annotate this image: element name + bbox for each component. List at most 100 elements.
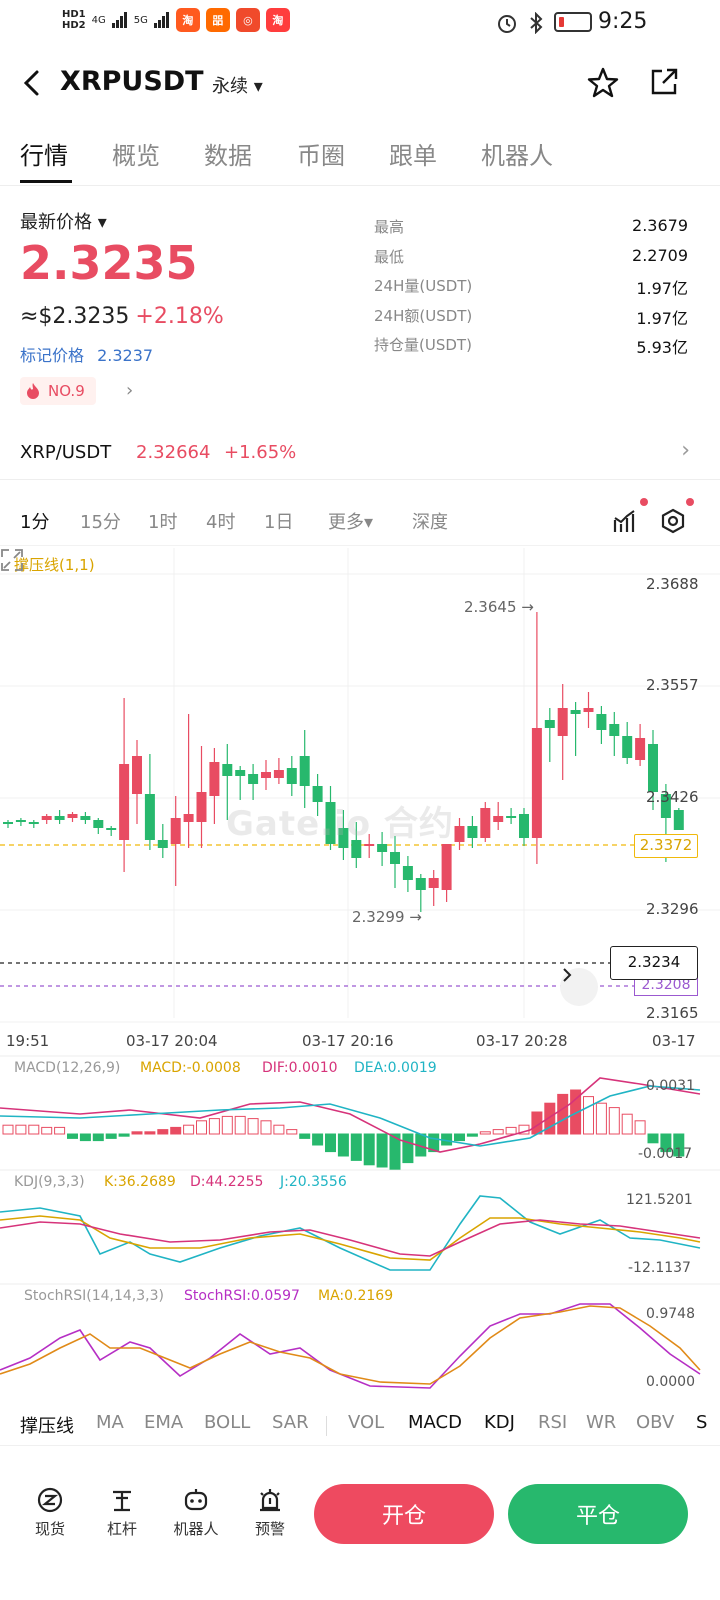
macd-histogram-bar: [183, 1124, 195, 1135]
active-tab-indicator: [20, 180, 72, 183]
indicator-chart-icon[interactable]: [612, 508, 638, 534]
candle-body: [493, 816, 504, 822]
high-annotation: 2.3645 →: [464, 598, 534, 616]
hd2-label: HD2: [62, 20, 86, 31]
macd-histogram-bar: [428, 1133, 440, 1153]
candle-body: [377, 844, 388, 852]
ind-tab-rsi[interactable]: RSI: [538, 1412, 568, 1433]
candle-body: [544, 720, 555, 728]
macd-histogram-bar: [299, 1133, 311, 1139]
ind-tab-sar[interactable]: SAR: [272, 1412, 309, 1433]
low-annotation: 2.3299 →: [352, 908, 422, 926]
settings-hexagon-icon[interactable]: [660, 508, 686, 534]
tab-data[interactable]: 数据: [204, 142, 252, 170]
ind-tab-ma[interactable]: MA: [96, 1412, 124, 1433]
ind-tab-vol[interactable]: VOL: [348, 1412, 385, 1433]
candle-body: [519, 814, 529, 838]
macd-dif-line: [0, 1077, 701, 1153]
macd-histogram-bar: [28, 1124, 40, 1135]
macd-histogram-bar: [621, 1113, 633, 1135]
tab-copy-trading[interactable]: 跟单: [389, 142, 437, 170]
interval-1d[interactable]: 1日: [264, 512, 294, 533]
ind-tab-ema[interactable]: EMA: [144, 1412, 184, 1433]
x-tick: 03-17 20:16: [302, 1032, 394, 1050]
stochrsi-ma: MA:0.2169: [318, 1288, 394, 1304]
x-tick: 19:51: [6, 1032, 50, 1050]
close-position-button[interactable]: 平仓: [508, 1484, 688, 1544]
interval-1m[interactable]: 1分: [20, 512, 50, 533]
candle-body: [583, 708, 594, 712]
alarm-alert-icon: [260, 1489, 280, 1512]
nav-margin[interactable]: 杠杆: [94, 1486, 150, 1539]
macd-histogram-bar: [583, 1096, 594, 1135]
spot-icon: [37, 1487, 63, 1513]
ind-tab-sr[interactable]: 撑压线: [20, 1416, 74, 1437]
fullscreen-icon[interactable]: [0, 548, 24, 572]
chevron-right-icon[interactable]: ›: [126, 380, 134, 401]
divider: [326, 1416, 327, 1436]
candle-body: [67, 814, 78, 818]
latest-price-dropdown[interactable]: 最新价格 ▾: [20, 212, 107, 233]
depth-tab[interactable]: 深度: [412, 512, 448, 533]
macd-histogram-bar: [208, 1118, 220, 1135]
ind-tab-stochrsi[interactable]: S: [696, 1412, 708, 1433]
interval-more-dropdown[interactable]: 更多▾: [328, 512, 374, 533]
nav-bot[interactable]: 机器人: [168, 1486, 224, 1539]
candle-body: [390, 852, 400, 864]
nav-label: 预警: [254, 1520, 285, 1538]
macd-histogram-bar: [118, 1133, 130, 1137]
macd-histogram-bar: [363, 1133, 375, 1166]
macd-histogram-bar: [196, 1120, 207, 1135]
candle-body: [261, 772, 271, 778]
interval-1h[interactable]: 1时: [148, 512, 178, 533]
spot-pair: XRP/USDT: [20, 442, 112, 463]
macd-histogram-bar: [647, 1133, 659, 1144]
macd-histogram-bar: [41, 1126, 53, 1135]
macd-histogram-bar: [92, 1133, 104, 1142]
nav-spot[interactable]: 现货: [22, 1486, 78, 1539]
interval-15m[interactable]: 15分: [80, 512, 121, 533]
scroll-latest-button[interactable]: [560, 968, 598, 1006]
back-icon[interactable]: [18, 68, 48, 98]
mark-price-line[interactable]: 标记价格 2.3237: [20, 342, 153, 366]
candle-body: [635, 738, 646, 760]
y-tick: 2.3296: [646, 900, 699, 918]
robot-icon: [184, 1489, 208, 1511]
ind-tab-obv[interactable]: OBV: [636, 1412, 675, 1433]
ind-tab-macd[interactable]: MACD: [408, 1412, 462, 1433]
tab-community[interactable]: 币圈: [297, 142, 345, 170]
spot-price-row[interactable]: XRP/USDT 2.32664 +1.65% ›: [0, 424, 720, 480]
tab-bots[interactable]: 机器人: [481, 142, 553, 170]
stat-row-turnover: 24H额(USDT) 1.97亿: [374, 303, 688, 333]
stat-label: 24H量(USDT): [374, 277, 473, 295]
candle-body: [673, 810, 684, 830]
open-position-button[interactable]: 开仓: [314, 1484, 494, 1544]
candle-body: [3, 822, 13, 824]
ind-tab-wr[interactable]: WR: [586, 1412, 617, 1433]
contract-type-dropdown[interactable]: 永续 ▾: [212, 76, 263, 97]
macd-histogram-bar: [337, 1133, 349, 1157]
macd-histogram-bar: [466, 1133, 478, 1137]
candle-body: [222, 764, 233, 776]
y-tick: 2.3688: [646, 575, 699, 593]
candle-body: [325, 802, 336, 844]
stat-value: 2.3679: [632, 216, 688, 235]
macd-histogram-bar: [673, 1133, 685, 1157]
rank-badge[interactable]: NO.9: [20, 377, 96, 405]
stat-value: 1.97亿: [636, 308, 688, 328]
ind-tab-kdj[interactable]: KDJ: [484, 1412, 515, 1433]
x-tick: 03-17 20:04: [126, 1032, 218, 1050]
signal-5g-label: 5G: [133, 14, 148, 26]
macd-histogram-bar: [389, 1133, 401, 1170]
favorite-star-icon[interactable]: [586, 66, 620, 100]
macd-dea-line: [0, 1085, 701, 1147]
ind-tab-boll[interactable]: BOLL: [204, 1412, 251, 1433]
share-icon[interactable]: [648, 66, 680, 98]
macd-histogram-bar: [273, 1124, 285, 1135]
kline-chart[interactable]: Gate.io 合约 撑压线(1,1) 2.3688 2.3557 2.3426…: [0, 548, 720, 1406]
macd-histogram-bar: [260, 1120, 272, 1135]
tab-market[interactable]: 行情: [20, 142, 68, 170]
nav-alert[interactable]: 预警: [242, 1486, 298, 1539]
interval-4h[interactable]: 4时: [206, 512, 236, 533]
tab-overview[interactable]: 概览: [112, 142, 160, 170]
